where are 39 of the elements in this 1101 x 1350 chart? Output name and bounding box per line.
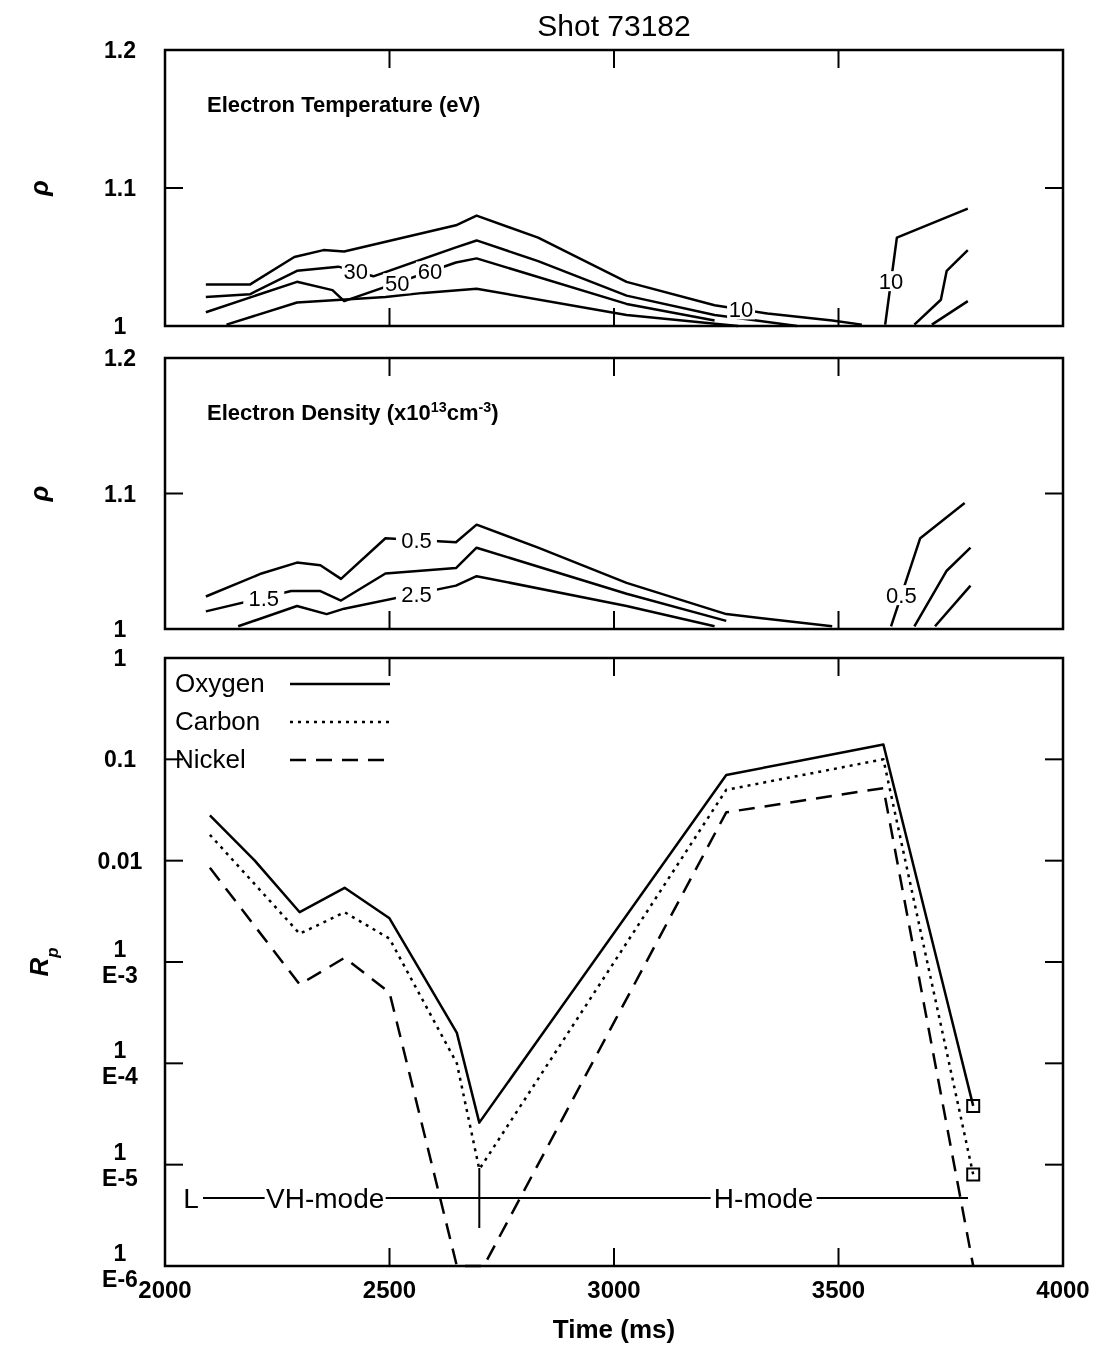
y-axis-title: ρ xyxy=(24,180,54,197)
annotation: 1.5 xyxy=(248,585,280,611)
text: Electron Density (x10$^{13}$cm$^{-3}$) xyxy=(207,399,499,425)
legend-label: Oxygen xyxy=(175,668,265,698)
x-tick-label: 4000 xyxy=(1036,1276,1090,1303)
y-tick-label: 1 E-4 xyxy=(102,1037,139,1090)
chart-title: Shot 73182 xyxy=(537,9,691,42)
annotation: 60 xyxy=(417,259,443,285)
annotation: VH-mode xyxy=(266,1183,385,1214)
y-tick-label: 1 E-3 xyxy=(102,936,138,988)
legend-label: Carbon xyxy=(175,706,261,736)
x-tick-label: 2500 xyxy=(362,1276,417,1303)
x-axis-title: Time (ms) xyxy=(552,1314,676,1344)
annotation: 50 xyxy=(384,271,410,297)
text: Electron Temperature (eV) xyxy=(207,92,481,117)
y-tick-label: 0.01 xyxy=(97,847,143,874)
y-tick-label: 1.2 xyxy=(104,345,136,371)
y-axis-title: ρ xyxy=(24,485,54,503)
y-tick-label: 1 xyxy=(113,313,127,339)
x-tick-label: 2000 xyxy=(138,1276,192,1303)
y-tick-label: 1.1 xyxy=(104,175,137,201)
y-tick-label: 1 xyxy=(113,645,127,671)
annotation: 10 xyxy=(728,297,754,323)
annotation: 0.5 xyxy=(886,583,917,609)
y-tick-label: 1.1 xyxy=(104,480,137,507)
annotation: 2.5 xyxy=(401,581,432,607)
y-tick-label: 1.2 xyxy=(104,37,136,63)
x-tick-label: 3500 xyxy=(811,1276,866,1303)
y-tick-label: 1 xyxy=(113,616,127,642)
annotation: H-mode xyxy=(713,1183,814,1214)
x-tick-label: 3000 xyxy=(587,1276,641,1303)
annotation: L xyxy=(183,1183,199,1214)
annotation: 30 xyxy=(343,259,369,285)
annotation: 10 xyxy=(878,269,904,295)
y-tick-label: 0.1 xyxy=(104,746,137,773)
legend-label: Nickel xyxy=(175,744,246,774)
y-tick-label: 1 E-6 xyxy=(102,1240,138,1292)
annotation: 0.5 xyxy=(401,527,432,553)
y-tick-label: 1 E-5 xyxy=(102,1138,139,1191)
